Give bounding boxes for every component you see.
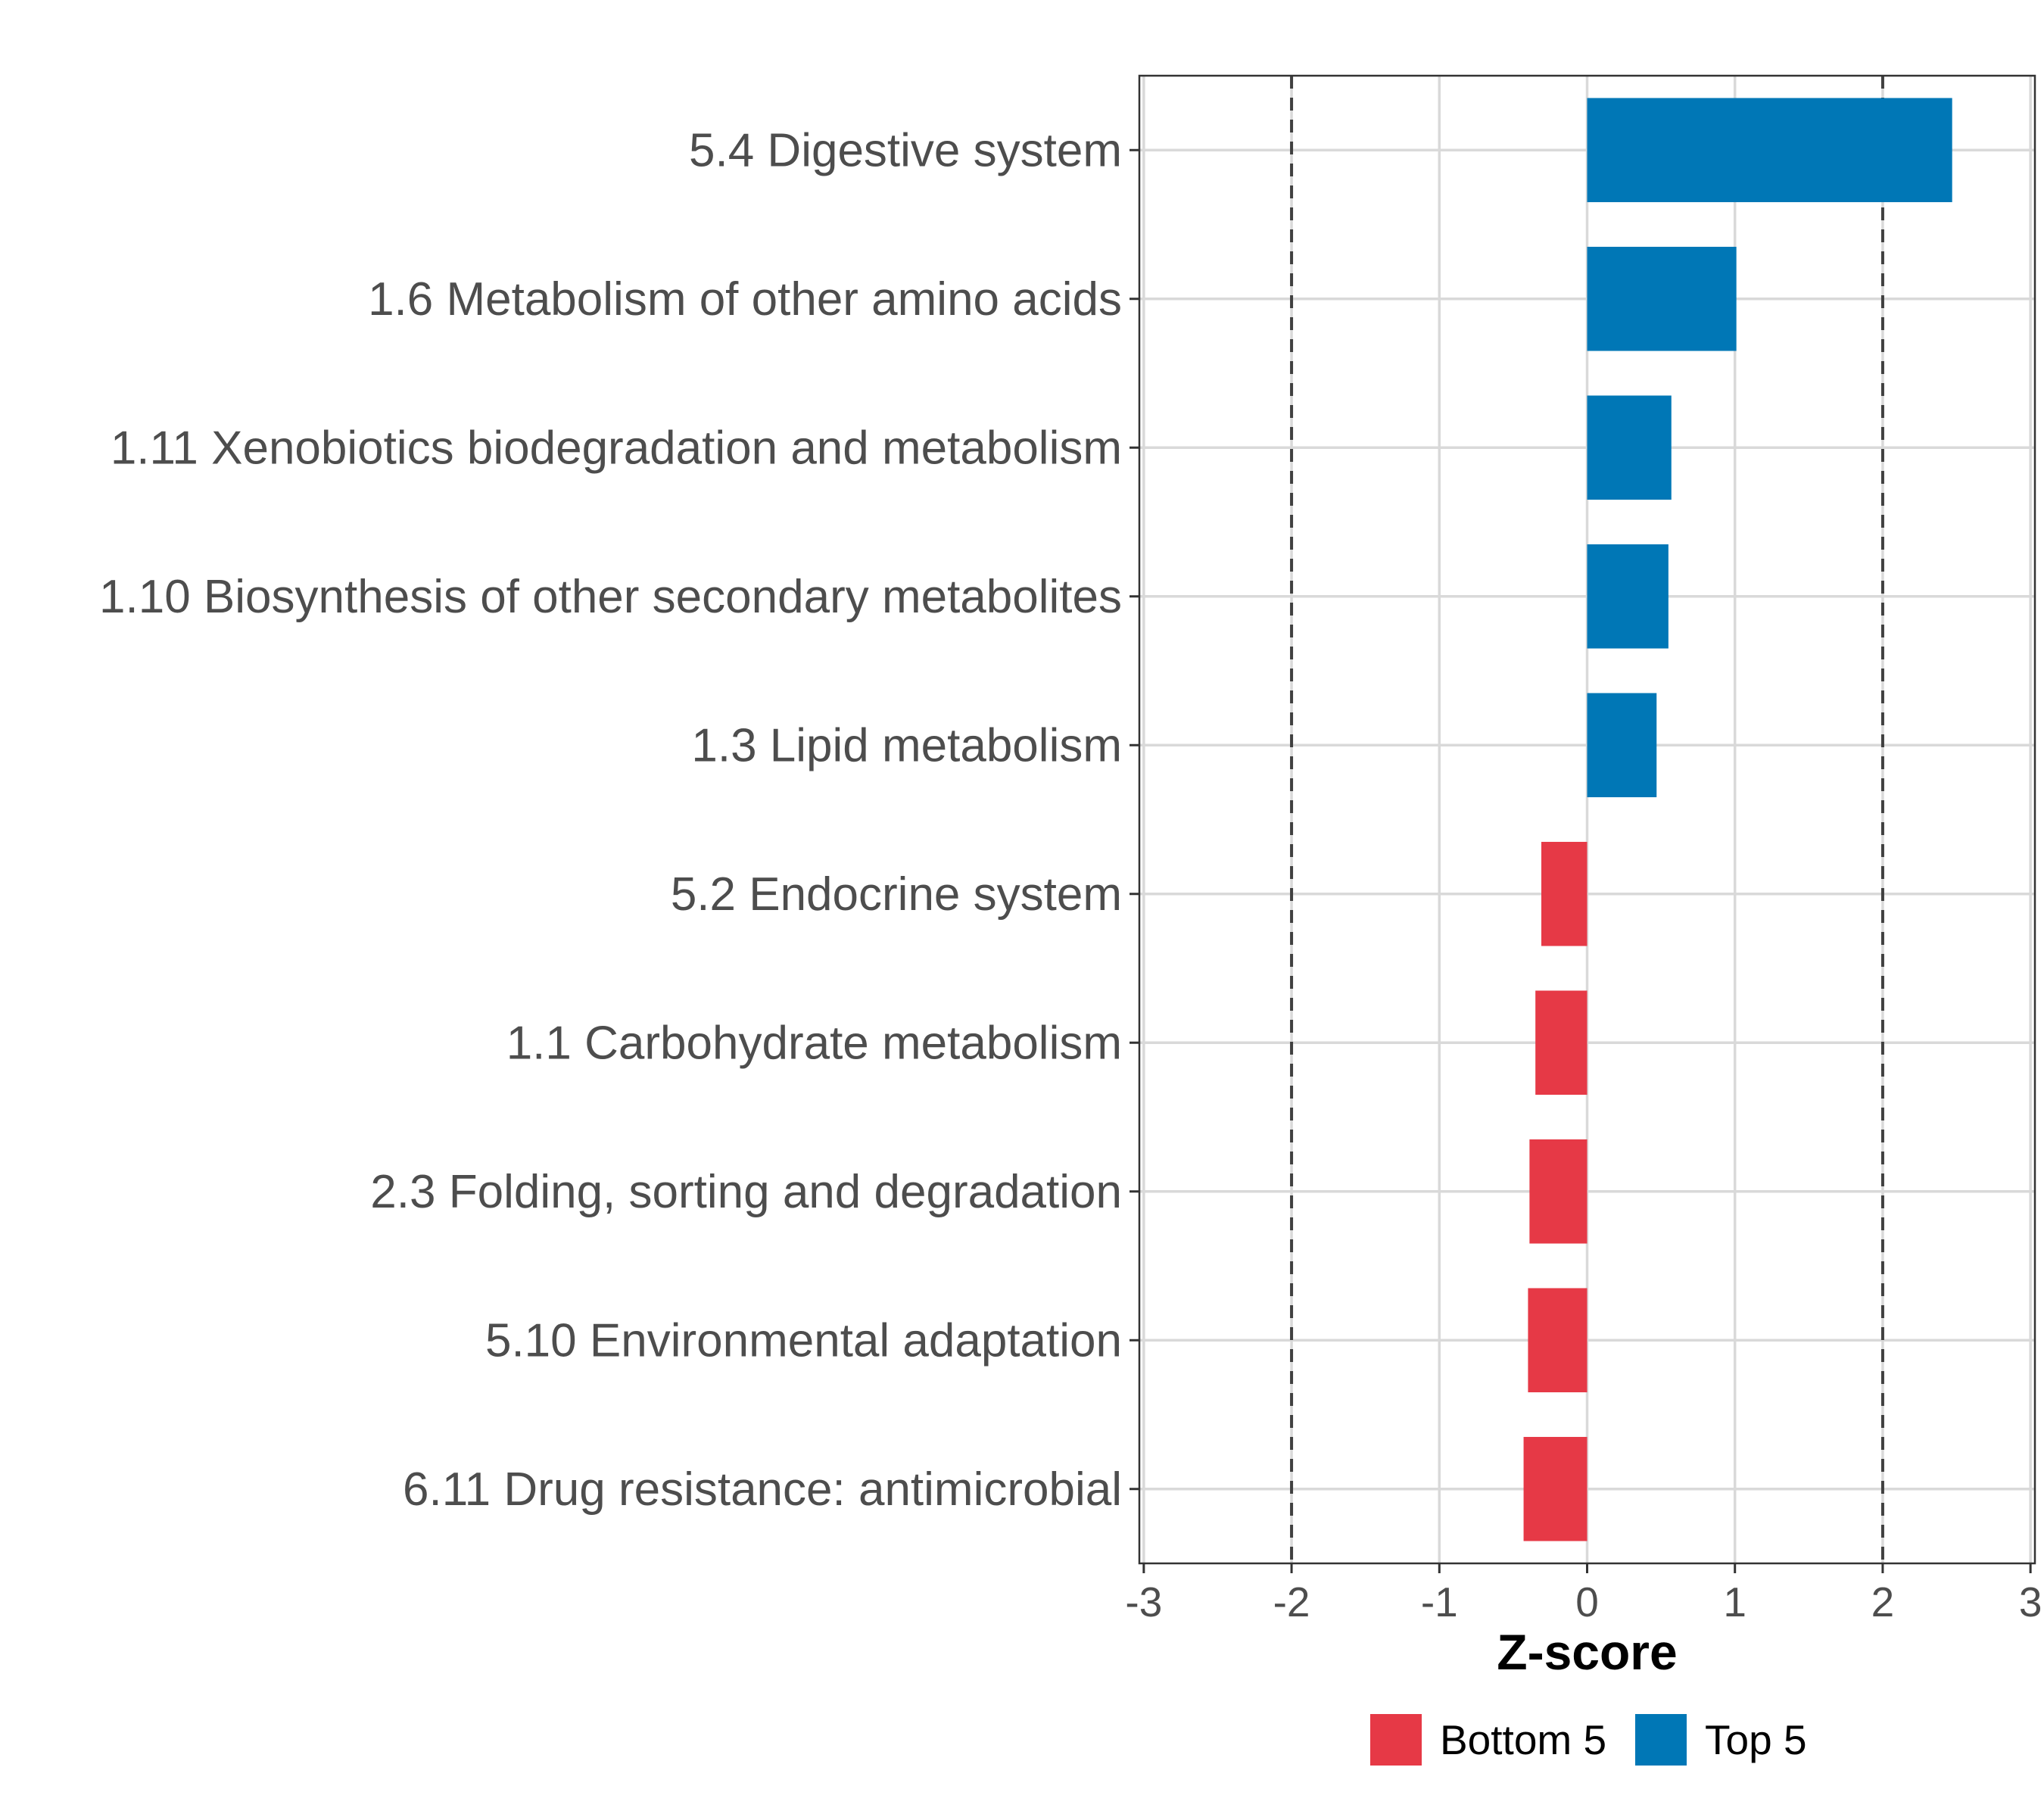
bar-bottom-6 (1541, 841, 1588, 946)
category-label: 5.2 Endocrine system (671, 868, 1122, 921)
category-label: 6.11 Drug resistance: antimicrobial (403, 1463, 1122, 1516)
category-label: 1.11 Xenobiotics biodegradation and meta… (111, 422, 1122, 474)
bar-bottom-10 (1523, 1436, 1588, 1541)
y-axis-ticks (1129, 148, 1139, 1491)
legend-label: Bottom 5 (1440, 1716, 1606, 1763)
bar-bottom-8 (1529, 1139, 1588, 1244)
legend: Bottom 5 Top 5 (1370, 1714, 1807, 1766)
x-axis-title: Z-score (1497, 1624, 1677, 1680)
x-tick-label: 3 (2019, 1579, 2042, 1625)
y-axis-labels: 5.4 Digestive system 1.6 Metabolism of ot… (99, 124, 1122, 1516)
x-tick-label: 2 (1871, 1579, 1895, 1625)
category-label: 1.3 Lipid metabolism (691, 719, 1122, 771)
bar-top-2 (1587, 246, 1737, 351)
category-label: 5.4 Digestive system (689, 124, 1122, 176)
category-label: 2.3 Folding, sorting and degradation (370, 1166, 1122, 1218)
reference-lines (1290, 76, 1884, 1563)
legend-swatch-bottom (1370, 1714, 1422, 1766)
x-axis-ticks (1142, 1563, 2032, 1573)
bar-top-4 (1587, 544, 1669, 649)
x-tick-label: 1 (1723, 1579, 1746, 1625)
legend-label: Top 5 (1705, 1716, 1807, 1763)
bar-bottom-9 (1528, 1288, 1588, 1393)
legend-swatch-top (1635, 1714, 1687, 1766)
category-label: 1.6 Metabolism of other amino acids (368, 273, 1122, 326)
bar-top-5 (1587, 693, 1657, 798)
x-tick-label: 0 (1575, 1579, 1599, 1625)
x-axis-labels: -3 -2 -1 0 1 2 3 (1125, 1579, 2042, 1625)
x-tick-label: -3 (1125, 1579, 1162, 1625)
bar-bottom-7 (1535, 990, 1588, 1095)
x-tick-label: -2 (1273, 1579, 1310, 1625)
x-tick-label: -1 (1421, 1579, 1458, 1625)
category-label: 1.1 Carbohydrate metabolism (506, 1017, 1122, 1069)
bar-top-3 (1587, 395, 1672, 500)
category-label: 5.10 Environmental adaptation (485, 1314, 1122, 1367)
bars (1523, 98, 1952, 1541)
bar-top-1 (1587, 98, 1952, 203)
category-label: 1.10 Biosynthesis of other secondary met… (99, 571, 1122, 623)
